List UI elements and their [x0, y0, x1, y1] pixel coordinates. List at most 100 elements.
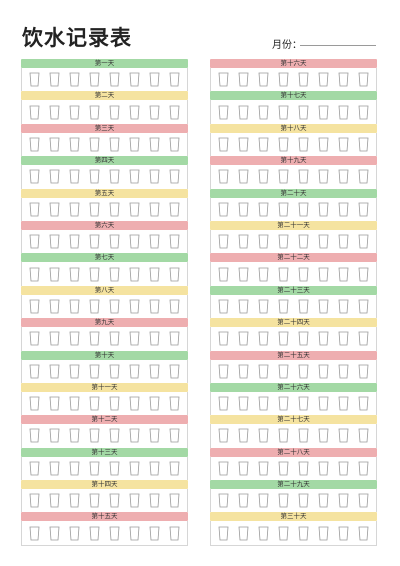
cup-icon[interactable] — [278, 169, 289, 184]
cup-icon[interactable] — [109, 234, 120, 249]
cup-icon[interactable] — [89, 526, 100, 541]
cup-icon[interactable] — [258, 331, 269, 346]
cup-icon[interactable] — [238, 299, 249, 314]
cup-icon[interactable] — [69, 137, 80, 152]
cup-icon[interactable] — [318, 72, 329, 87]
cup-icon[interactable] — [149, 72, 160, 87]
cup-icon[interactable] — [318, 234, 329, 249]
cup-icon[interactable] — [358, 461, 369, 476]
cup-icon[interactable] — [169, 267, 180, 282]
cup-icon[interactable] — [129, 396, 140, 411]
cup-icon[interactable] — [69, 299, 80, 314]
cup-icon[interactable] — [149, 396, 160, 411]
cup-icon[interactable] — [298, 234, 309, 249]
cup-icon[interactable] — [89, 137, 100, 152]
cup-icon[interactable] — [49, 461, 60, 476]
cup-icon[interactable] — [29, 526, 40, 541]
cup-icon[interactable] — [149, 137, 160, 152]
cup-icon[interactable] — [69, 169, 80, 184]
cup-icon[interactable] — [129, 461, 140, 476]
cup-icon[interactable] — [318, 169, 329, 184]
cup-icon[interactable] — [129, 234, 140, 249]
cup-icon[interactable] — [89, 234, 100, 249]
cup-icon[interactable] — [258, 299, 269, 314]
cup-icon[interactable] — [238, 234, 249, 249]
cup-icon[interactable] — [129, 493, 140, 508]
cup-icon[interactable] — [238, 526, 249, 541]
cup-icon[interactable] — [358, 169, 369, 184]
cup-icon[interactable] — [69, 428, 80, 443]
cup-icon[interactable] — [258, 137, 269, 152]
cup-icon[interactable] — [358, 526, 369, 541]
cup-icon[interactable] — [218, 364, 229, 379]
cup-icon[interactable] — [49, 202, 60, 217]
cup-icon[interactable] — [278, 267, 289, 282]
cup-icon[interactable] — [169, 396, 180, 411]
cup-icon[interactable] — [49, 137, 60, 152]
cup-icon[interactable] — [89, 169, 100, 184]
cup-icon[interactable] — [129, 526, 140, 541]
cup-icon[interactable] — [49, 396, 60, 411]
cup-icon[interactable] — [338, 396, 349, 411]
cup-icon[interactable] — [149, 526, 160, 541]
cup-icon[interactable] — [358, 396, 369, 411]
cup-icon[interactable] — [318, 526, 329, 541]
cup-icon[interactable] — [298, 137, 309, 152]
cup-icon[interactable] — [109, 526, 120, 541]
cup-icon[interactable] — [258, 267, 269, 282]
cup-icon[interactable] — [318, 202, 329, 217]
cup-icon[interactable] — [149, 364, 160, 379]
cup-icon[interactable] — [129, 331, 140, 346]
cup-icon[interactable] — [238, 331, 249, 346]
cup-icon[interactable] — [258, 461, 269, 476]
cup-icon[interactable] — [109, 72, 120, 87]
cup-icon[interactable] — [49, 299, 60, 314]
cup-icon[interactable] — [29, 137, 40, 152]
cup-icon[interactable] — [338, 105, 349, 120]
cup-icon[interactable] — [89, 331, 100, 346]
cup-icon[interactable] — [338, 461, 349, 476]
cup-icon[interactable] — [238, 137, 249, 152]
cup-icon[interactable] — [149, 105, 160, 120]
cup-icon[interactable] — [258, 105, 269, 120]
cup-icon[interactable] — [89, 105, 100, 120]
cup-icon[interactable] — [49, 72, 60, 87]
cup-icon[interactable] — [298, 202, 309, 217]
cup-icon[interactable] — [129, 202, 140, 217]
cup-icon[interactable] — [169, 202, 180, 217]
cup-icon[interactable] — [89, 493, 100, 508]
cup-icon[interactable] — [218, 267, 229, 282]
cup-icon[interactable] — [129, 364, 140, 379]
cup-icon[interactable] — [49, 105, 60, 120]
cup-icon[interactable] — [109, 428, 120, 443]
cup-icon[interactable] — [129, 137, 140, 152]
cup-icon[interactable] — [278, 331, 289, 346]
cup-icon[interactable] — [109, 493, 120, 508]
cup-icon[interactable] — [129, 105, 140, 120]
cup-icon[interactable] — [258, 493, 269, 508]
cup-icon[interactable] — [218, 137, 229, 152]
cup-icon[interactable] — [49, 364, 60, 379]
cup-icon[interactable] — [89, 428, 100, 443]
cup-icon[interactable] — [89, 396, 100, 411]
cup-icon[interactable] — [69, 234, 80, 249]
cup-icon[interactable] — [258, 72, 269, 87]
cup-icon[interactable] — [109, 299, 120, 314]
cup-icon[interactable] — [218, 169, 229, 184]
cup-icon[interactable] — [338, 526, 349, 541]
cup-icon[interactable] — [298, 331, 309, 346]
cup-icon[interactable] — [338, 267, 349, 282]
cup-icon[interactable] — [338, 234, 349, 249]
cup-icon[interactable] — [129, 169, 140, 184]
cup-icon[interactable] — [318, 396, 329, 411]
cup-icon[interactable] — [318, 267, 329, 282]
cup-icon[interactable] — [338, 299, 349, 314]
cup-icon[interactable] — [258, 169, 269, 184]
cup-icon[interactable] — [169, 169, 180, 184]
cup-icon[interactable] — [278, 234, 289, 249]
cup-icon[interactable] — [149, 461, 160, 476]
cup-icon[interactable] — [358, 202, 369, 217]
cup-icon[interactable] — [29, 364, 40, 379]
cup-icon[interactable] — [69, 493, 80, 508]
cup-icon[interactable] — [89, 72, 100, 87]
